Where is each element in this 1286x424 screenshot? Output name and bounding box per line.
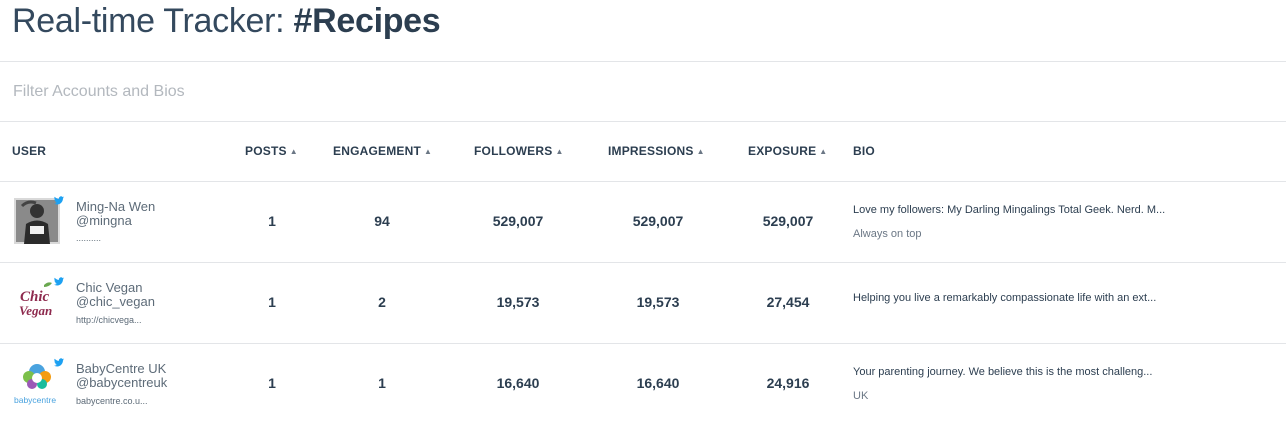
column-header-engagement[interactable]: ENGAGEMENT ▲︎	[333, 144, 432, 158]
column-header-label: FOLLOWERS	[474, 144, 553, 158]
followers-value: 16,640	[496, 375, 540, 391]
logo-text: Chic	[20, 289, 50, 305]
sort-arrows-icon[interactable]: ▲︎	[424, 147, 433, 156]
column-header-label: BIO	[853, 144, 875, 158]
avatar[interactable]	[14, 198, 60, 244]
account-name[interactable]: Ming-Na Wen	[76, 199, 156, 214]
sort-arrows-icon[interactable]: ▲︎	[819, 147, 828, 156]
posts-value: 1	[268, 213, 276, 229]
column-header-followers[interactable]: FOLLOWERS ▲︎	[474, 144, 564, 158]
column-header-label: ENGAGEMENT	[333, 144, 422, 158]
divider	[0, 181, 1286, 182]
sort-arrows-icon[interactable]: ▲︎	[289, 147, 298, 156]
account-handle[interactable]: @mingna	[76, 213, 132, 228]
column-header-label: EXPOSURE	[748, 144, 817, 158]
bio-location: UK	[853, 390, 869, 402]
logo-text: Vegan	[19, 303, 52, 318]
bio-text: Love my followers: My Darling Mingalings…	[853, 204, 1166, 216]
column-header-bio[interactable]: BIO	[853, 144, 875, 158]
engagement-value: 1	[378, 375, 386, 391]
impressions-value: 529,007	[632, 213, 684, 229]
account-link[interactable]: http://chicvega...	[76, 315, 142, 325]
account-name[interactable]: BabyCentre UK	[76, 361, 167, 376]
twitter-bird-icon	[54, 196, 64, 205]
impressions-value: 16,640	[636, 375, 680, 391]
column-header-label: USER	[12, 144, 47, 158]
column-header-label: POSTS	[245, 144, 287, 158]
bio-text: Helping you live a remarkably compassion…	[853, 292, 1157, 304]
page-title: Real-time Tracker: #Recipes	[12, 2, 441, 41]
column-header-label: IMPRESSIONS	[608, 144, 694, 158]
logo-text: babycentre	[14, 395, 56, 405]
avatar[interactable]: babycentre	[14, 360, 60, 406]
title-prefix: Real-time Tracker:	[12, 2, 294, 40]
column-header-posts[interactable]: POSTS ▲︎	[245, 144, 298, 158]
exposure-value: 24,916	[766, 375, 810, 391]
account-link[interactable]: ..........	[76, 233, 102, 243]
column-header-user[interactable]: USER	[12, 144, 46, 158]
bio-location: Always on top	[853, 228, 922, 240]
divider	[0, 61, 1286, 62]
account-name[interactable]: Chic Vegan	[76, 280, 143, 295]
impressions-value: 19,573	[636, 294, 680, 310]
account-handle[interactable]: @chic_vegan	[76, 294, 155, 309]
account-link[interactable]: babycentre.co.u...	[76, 396, 148, 406]
divider	[0, 121, 1286, 122]
avatar[interactable]: Chic Vegan	[14, 279, 60, 325]
twitter-bird-icon	[54, 358, 64, 367]
posts-value: 1	[268, 375, 276, 391]
followers-value: 19,573	[496, 294, 540, 310]
exposure-value: 529,007	[762, 213, 814, 229]
bio-text: Your parenting journey. We believe this …	[853, 366, 1153, 378]
followers-value: 529,007	[492, 213, 544, 229]
sort-arrows-icon[interactable]: ▲︎	[555, 147, 564, 156]
column-header-exposure[interactable]: EXPOSURE ▲︎	[748, 144, 827, 158]
divider	[0, 343, 1286, 344]
filter-accounts-input[interactable]	[0, 62, 1286, 121]
sort-arrows-icon[interactable]: ▲︎	[696, 147, 705, 156]
column-header-impressions[interactable]: IMPRESSIONS ▲︎	[608, 144, 705, 158]
account-handle[interactable]: @babycentreuk	[76, 375, 168, 390]
exposure-value: 27,454	[766, 294, 810, 310]
engagement-value: 2	[378, 294, 386, 310]
divider	[0, 262, 1286, 263]
posts-value: 1	[268, 294, 276, 310]
twitter-bird-icon	[54, 277, 64, 286]
hashtag-label: #Recipes	[293, 2, 441, 40]
engagement-value: 94	[374, 213, 390, 229]
